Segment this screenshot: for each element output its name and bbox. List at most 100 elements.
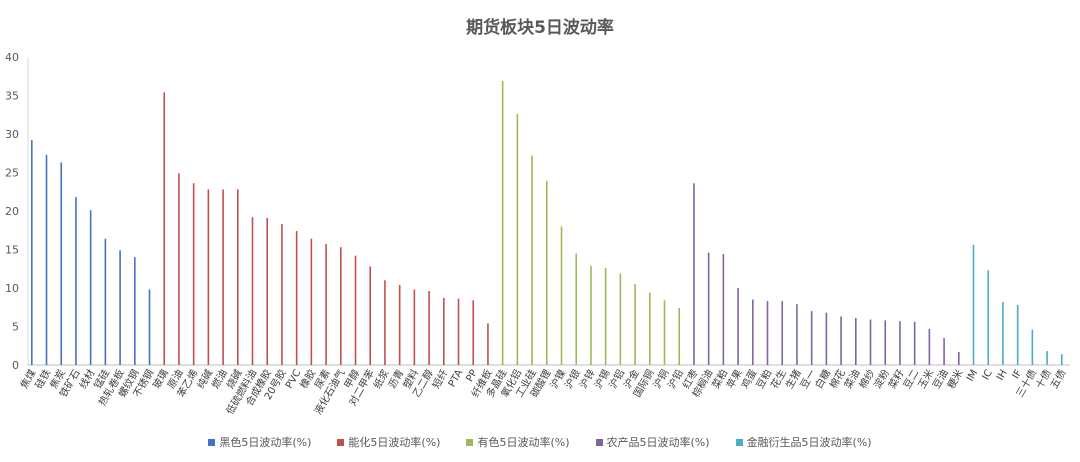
bar — [1016, 304, 1019, 365]
bar — [192, 183, 195, 365]
bar — [119, 250, 121, 365]
bar — [781, 301, 784, 365]
x-tick-label: IH — [995, 368, 1010, 383]
bar — [825, 312, 828, 365]
x-tick-label: PTA — [447, 368, 466, 389]
bar — [1061, 354, 1063, 365]
bar — [678, 308, 681, 365]
bar — [266, 217, 269, 365]
legend-swatch — [208, 438, 216, 446]
bar — [325, 244, 327, 365]
bar — [972, 244, 975, 365]
legend-item: 农产品5日波动率(%) — [595, 434, 710, 450]
bar — [45, 154, 48, 365]
bar — [31, 140, 33, 365]
x-tick-label: PP — [464, 368, 480, 384]
y-tick-label: 30 — [5, 128, 19, 141]
bar — [531, 155, 533, 365]
legend-swatch — [466, 438, 474, 446]
legend-item: 能化5日波动率(%) — [337, 434, 440, 450]
bar — [413, 289, 416, 365]
y-tick-label: 10 — [5, 282, 19, 295]
bar — [766, 301, 769, 365]
legend-label: 能化5日波动率(%) — [348, 436, 441, 449]
bar — [1031, 329, 1034, 365]
bar — [295, 231, 298, 365]
bars — [31, 80, 1063, 366]
bar — [384, 280, 386, 365]
bar — [104, 238, 107, 365]
bar — [501, 80, 504, 366]
y-tick-label: 0 — [12, 359, 19, 372]
legend-swatch — [337, 438, 345, 446]
bar — [281, 224, 283, 365]
legend-item: 黑色5日波动率(%) — [208, 434, 311, 450]
y-tick-label: 15 — [5, 244, 19, 257]
bar — [752, 299, 754, 365]
legend-label: 有色5日波动率(%) — [477, 436, 570, 449]
x-tick-labels: 焦煤硅铁焦炭铁矿石线材锰硅热轧卷板螺纹钢不锈钢玻璃原油苯乙烯纯碱燃油烧碱低硫燃料… — [17, 367, 1068, 417]
bar — [575, 253, 578, 365]
bar — [810, 311, 813, 365]
bar — [869, 319, 872, 365]
bar — [1002, 301, 1004, 365]
bar — [619, 273, 622, 365]
bar — [60, 162, 63, 365]
bar — [560, 226, 563, 365]
bar — [663, 300, 666, 365]
bar — [428, 291, 430, 365]
bar — [310, 238, 313, 365]
bar — [649, 292, 651, 365]
bar — [457, 298, 460, 365]
bar — [590, 265, 592, 365]
y-tick-label: 20 — [5, 205, 19, 218]
bar — [178, 173, 180, 365]
bar — [398, 284, 401, 365]
bar — [958, 351, 960, 365]
legend-swatch — [735, 438, 743, 446]
bar — [207, 189, 210, 365]
legend-label: 黑色5日波动率(%) — [219, 436, 312, 449]
bar — [604, 267, 607, 365]
legend-item: 金融衍生品5日波动率(%) — [735, 434, 872, 450]
legend-swatch — [595, 438, 603, 446]
bar — [75, 197, 77, 365]
bar — [487, 323, 489, 365]
bar — [251, 217, 254, 365]
bar — [472, 300, 475, 365]
bar — [987, 270, 990, 365]
bar — [163, 92, 166, 366]
bar — [928, 328, 931, 365]
bar — [693, 183, 695, 365]
bar — [899, 321, 901, 365]
bar — [148, 289, 151, 365]
y-tick-label: 5 — [12, 321, 19, 334]
bar — [796, 304, 798, 365]
bar — [840, 316, 842, 365]
x-tick-label: IM — [965, 368, 980, 384]
bar — [237, 189, 239, 365]
bar — [913, 321, 916, 365]
y-tick-label: 35 — [5, 90, 19, 103]
y-tick-label: 40 — [5, 51, 19, 64]
bar — [89, 210, 92, 365]
bar — [546, 180, 548, 365]
bar — [369, 266, 372, 365]
axes: 0 5 10 15 20 25 30 35 40 — [5, 51, 1070, 372]
bar — [943, 338, 945, 365]
bar — [1046, 351, 1048, 365]
legend: 黑色5日波动率(%) 能化5日波动率(%) 有色5日波动率(%) 农产品5日波动率(%… — [0, 434, 1080, 450]
legend-label: 金融衍生品5日波动率(%) — [746, 436, 872, 449]
legend-label: 农产品5日波动率(%) — [606, 436, 710, 449]
bar — [516, 113, 519, 365]
chart-title: 期货板块5日波动率 — [466, 18, 614, 38]
bar — [737, 288, 739, 365]
bar — [722, 254, 725, 365]
bar — [354, 255, 357, 365]
bar — [707, 252, 710, 365]
legend-item: 有色5日波动率(%) — [466, 434, 570, 450]
x-tick-label: IC — [981, 368, 996, 382]
bar — [134, 257, 136, 365]
bar — [443, 298, 445, 365]
